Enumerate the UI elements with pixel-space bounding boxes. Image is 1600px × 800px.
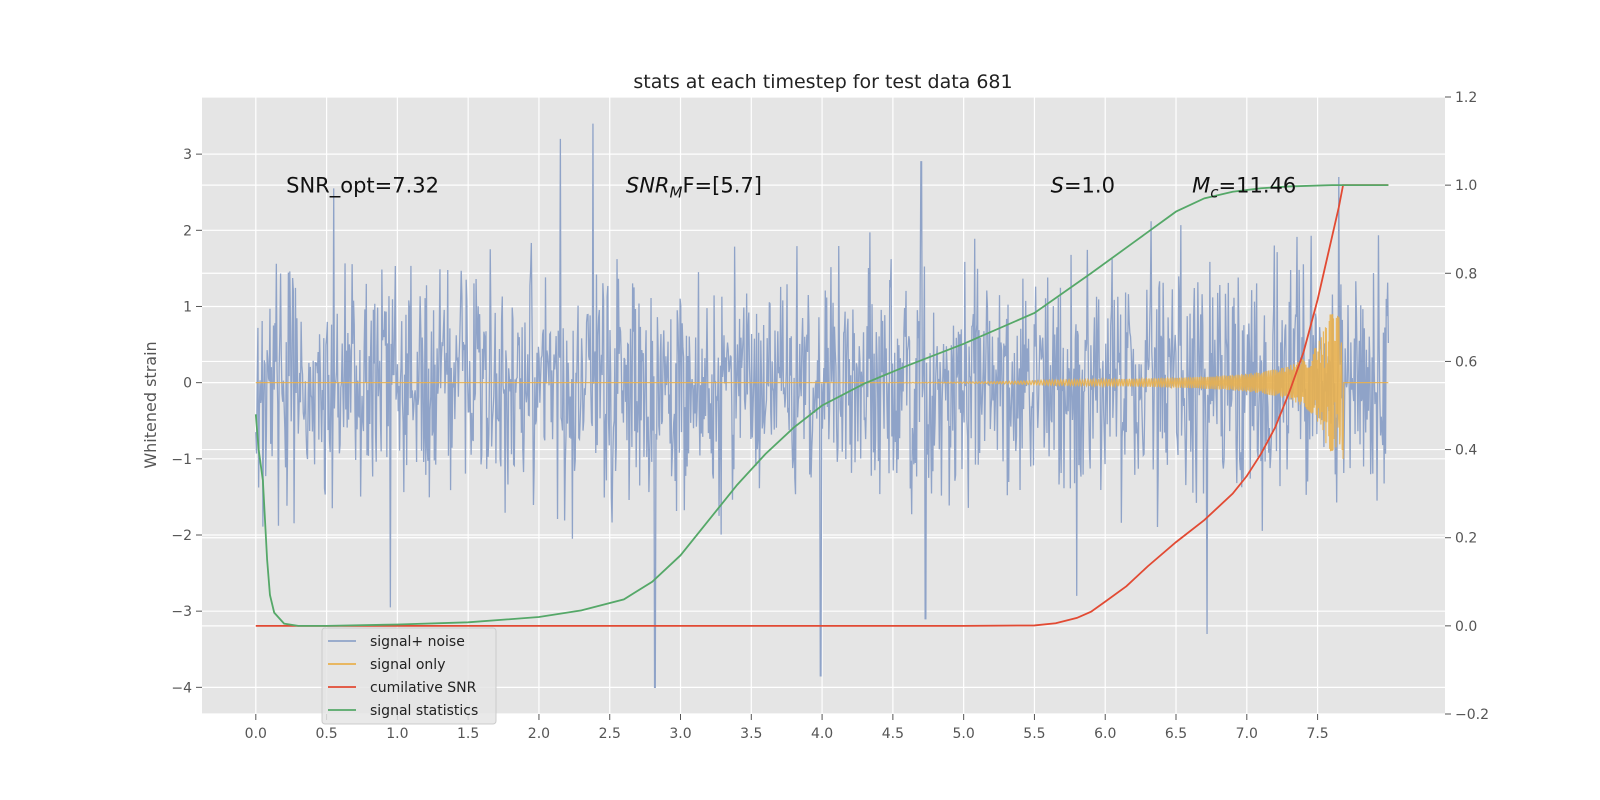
y2-tick-label: 1.2 [1455, 90, 1477, 106]
signal-only-series [255, 314, 1389, 459]
y-tick-label: 2 [183, 223, 192, 239]
line-series [254, 184, 1389, 627]
x-tick-label: 1.0 [386, 726, 408, 742]
left-axis-ticks: −4 −3 −2 −1 0 1 2 3 [171, 147, 202, 696]
y2-tick-label: −0.2 [1455, 707, 1489, 723]
x-tick-label: 5.0 [953, 726, 975, 742]
y2-tick-label: 0.2 [1455, 531, 1477, 547]
x-axis-ticks: 0.0 0.5 1.0 1.5 2.0 2.5 3.0 3.5 4.0 4.5 5.0 5.5 6.0 6… [245, 714, 1329, 742]
legend-label: cumilative SNR [370, 680, 477, 696]
annotation-1: SNR_opt=7.32 [286, 174, 439, 199]
right-axis-ticks: −0.2 0.0 0.2 0.4 0.6 0.8 1.0 1.2 [1445, 90, 1489, 723]
annotation-2: SNRMF=[5.7] [626, 174, 762, 202]
signal-only-line [255, 314, 1389, 459]
x-tick-label: 0.0 [245, 726, 267, 742]
x-tick-label: 3.5 [740, 726, 762, 742]
x-tick-label: 6.0 [1094, 726, 1116, 742]
legend-label: signal only [370, 657, 445, 673]
y-tick-label: 0 [183, 376, 192, 392]
y-tick-label: −1 [171, 452, 192, 468]
y-tick-label: 1 [183, 299, 192, 315]
x-tick-label: 7.5 [1306, 726, 1328, 742]
chart-title: stats at each timestep for test data 681 [633, 71, 1012, 93]
x-tick-label: 6.5 [1165, 726, 1187, 742]
legend-label: signal+ noise [370, 634, 465, 650]
y-tick-label: 3 [183, 147, 192, 163]
y-tick-label: −2 [171, 528, 192, 544]
x-tick-label: 4.0 [811, 726, 833, 742]
x-tick-label: 5.5 [1023, 726, 1045, 742]
annotation-4: Mc=11.46 [1192, 174, 1296, 202]
legend: signal+ noise signal only cumilative SNR si… [321, 627, 497, 725]
y2-tick-label: 0.4 [1455, 443, 1477, 459]
x-tick-label: 1.5 [457, 726, 479, 742]
cumulative-snr-line [255, 184, 1389, 627]
legend-box [321, 627, 497, 725]
x-tick-label: 3.0 [669, 726, 691, 742]
y2-tick-label: 1.0 [1455, 178, 1477, 194]
annotations: SNR_opt=7.32 SNRMF=[5.7] S=1.0 Mc=11.46 [286, 174, 1296, 202]
y-axis-label: Whitened strain [141, 341, 160, 468]
x-tick-label: 2.0 [528, 726, 550, 742]
x-tick-label: 2.5 [599, 726, 621, 742]
signal-statistics-line [254, 184, 1389, 627]
legend-label: signal statistics [370, 703, 478, 719]
y-tick-label: −4 [171, 680, 192, 696]
y2-tick-label: 0.8 [1455, 266, 1477, 282]
y-tick-label: −3 [171, 604, 192, 620]
x-tick-label: 0.5 [315, 726, 337, 742]
x-tick-label: 7.0 [1236, 726, 1258, 742]
annotation-3: S=1.0 [1051, 174, 1115, 198]
x-tick-label: 4.5 [882, 726, 904, 742]
y2-tick-label: 0.6 [1455, 354, 1477, 370]
y2-tick-label: 0.0 [1455, 619, 1477, 635]
